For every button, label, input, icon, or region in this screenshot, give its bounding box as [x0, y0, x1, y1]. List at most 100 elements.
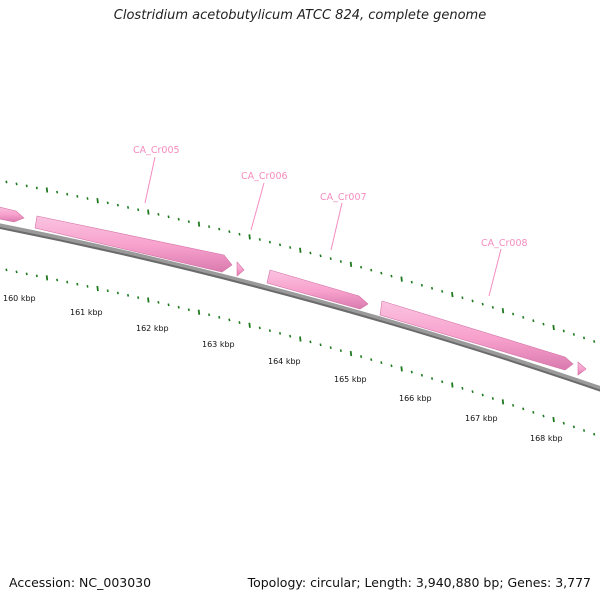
upper-track-minor-tick	[76, 194, 79, 198]
accession-value: NC_003030	[79, 575, 152, 590]
lower-track-minor-tick	[532, 411, 535, 414]
upper-track-minor-tick	[370, 268, 373, 272]
lower-track-minor-tick	[582, 429, 586, 432]
upper-track-minor-tick	[126, 206, 130, 209]
kbp-label-group: 160 kbp 161 kbp 162 kbp 163 kbp 164 kbp …	[3, 294, 563, 443]
lower-track-minor-tick	[268, 329, 271, 333]
upper-track-minor-tick	[157, 213, 160, 216]
kbp-label: 160 kbp	[3, 294, 36, 303]
gene-arrow-CA_Cr008[interactable]	[379, 300, 574, 371]
lower-track-minor-tick	[76, 282, 79, 286]
upper-track-minor-tick	[471, 299, 474, 303]
upper-track-minor-tick	[86, 197, 89, 200]
gene-arrow-CA_Cr007[interactable]	[266, 269, 369, 310]
upper-track-minor-tick	[420, 283, 423, 287]
upper-track-minor-tick	[491, 306, 494, 309]
upper-track-minor-tick	[268, 240, 271, 244]
genome-backbone-shadow	[0, 226, 600, 392]
upper-track-minor-tick	[66, 192, 69, 196]
upper-track-minor-tick	[390, 274, 393, 278]
upper-track-minor-tick	[258, 238, 261, 241]
gene-arrow-partial[interactable]	[0, 206, 25, 223]
accession-info: Accession: NC_003030	[9, 575, 151, 590]
upper-track-minor-tick	[56, 190, 59, 194]
lower-track-minor-tick	[167, 303, 170, 307]
lower-track-major-tick	[400, 366, 403, 372]
lower-track-minor-tick	[35, 274, 38, 278]
gene-label-CA_Cr005: CA_Cr005	[133, 145, 180, 156]
lower-track-minor-tick	[562, 421, 565, 425]
gene-arrow-edge[interactable]	[577, 361, 587, 376]
length-value: 3,940,880 bp	[415, 575, 500, 590]
upper-track-minor-tick	[319, 254, 322, 258]
gene-leader-line	[488, 248, 502, 297]
lower-track-minor-tick	[228, 318, 231, 322]
lower-track-minor-tick	[208, 313, 211, 317]
upper-track-minor-tick	[441, 290, 444, 293]
lower-track-minor-tick	[329, 346, 332, 350]
kbp-label: 162 kbp	[136, 324, 169, 333]
lower-track-minor-tick	[481, 393, 484, 397]
lower-track-minor-tick	[471, 390, 474, 394]
upper-track-minor-tick	[572, 333, 575, 336]
lower-track-minor-tick	[593, 432, 596, 436]
lower-track-major-tick	[248, 322, 251, 328]
gene-label-CA_Cr007: CA_Cr007	[320, 192, 367, 203]
upper-track-minor-tick	[339, 260, 342, 263]
gene-arrow-CA_Cr005[interactable]	[34, 215, 233, 273]
lower-track-minor-tick	[56, 278, 59, 282]
lower-track-minor-tick	[258, 326, 261, 330]
lower-track-major-tick	[299, 336, 302, 342]
upper-track-minor-tick	[35, 186, 38, 190]
upper-track-major-tick	[299, 247, 302, 253]
upper-track-minor-tick	[532, 319, 535, 323]
upper-track-minor-tick	[582, 336, 586, 340]
upper-track-minor-tick	[289, 246, 292, 249]
lower-track-major-tick	[349, 350, 353, 357]
lower-track-minor-tick	[370, 358, 373, 361]
genome-backbone	[0, 223, 600, 392]
lower-track-minor-tick	[339, 349, 342, 352]
lower-track-minor-tick	[116, 291, 119, 295]
lower-track-minor-tick	[542, 414, 545, 418]
upper-track-minor-tick	[15, 182, 18, 186]
lower-track-minor-tick	[177, 305, 180, 309]
topology-value: circular	[310, 575, 357, 590]
kbp-label: 166 kbp	[399, 394, 432, 403]
upper-track-major-tick	[451, 291, 454, 298]
length-label: Length:	[364, 575, 412, 590]
lower-track-minor-tick	[289, 334, 292, 338]
topology-label: Topology:	[247, 575, 307, 590]
lower-track-minor-tick	[5, 268, 8, 272]
lower-track-major-tick	[197, 309, 201, 315]
upper-tick-track	[5, 180, 596, 343]
upper-track-minor-tick	[187, 220, 190, 224]
gene-leader-line	[330, 202, 343, 251]
gene-leader-line	[144, 156, 156, 204]
lower-track-minor-tick	[380, 361, 383, 365]
upper-track-major-tick	[147, 209, 150, 215]
upper-track-minor-tick	[360, 265, 363, 269]
lower-track-minor-tick	[238, 321, 241, 324]
upper-track-minor-tick	[278, 243, 282, 247]
lower-track-minor-tick	[25, 272, 28, 276]
gene-arrow-small[interactable]	[236, 261, 245, 277]
lower-track-major-tick	[147, 297, 150, 303]
kbp-label: 164 kbp	[268, 357, 301, 366]
lower-track-minor-tick	[187, 308, 190, 312]
genes-value: 3,777	[555, 575, 591, 590]
lower-track-minor-tick	[491, 397, 494, 400]
lower-track-minor-tick	[461, 386, 464, 390]
genes-label: Genes:	[507, 575, 552, 590]
lower-track-minor-tick	[522, 407, 525, 411]
upper-track-minor-tick	[218, 227, 221, 231]
lower-track-minor-tick	[410, 370, 413, 374]
upper-track-minor-tick	[522, 315, 525, 319]
upper-track-major-tick	[349, 261, 353, 267]
upper-track-major-tick	[248, 234, 251, 240]
upper-track-minor-tick	[309, 251, 312, 255]
upper-track-minor-tick	[410, 280, 413, 284]
kbp-label: 161 kbp	[70, 308, 103, 317]
lower-track-minor-tick	[441, 380, 444, 384]
